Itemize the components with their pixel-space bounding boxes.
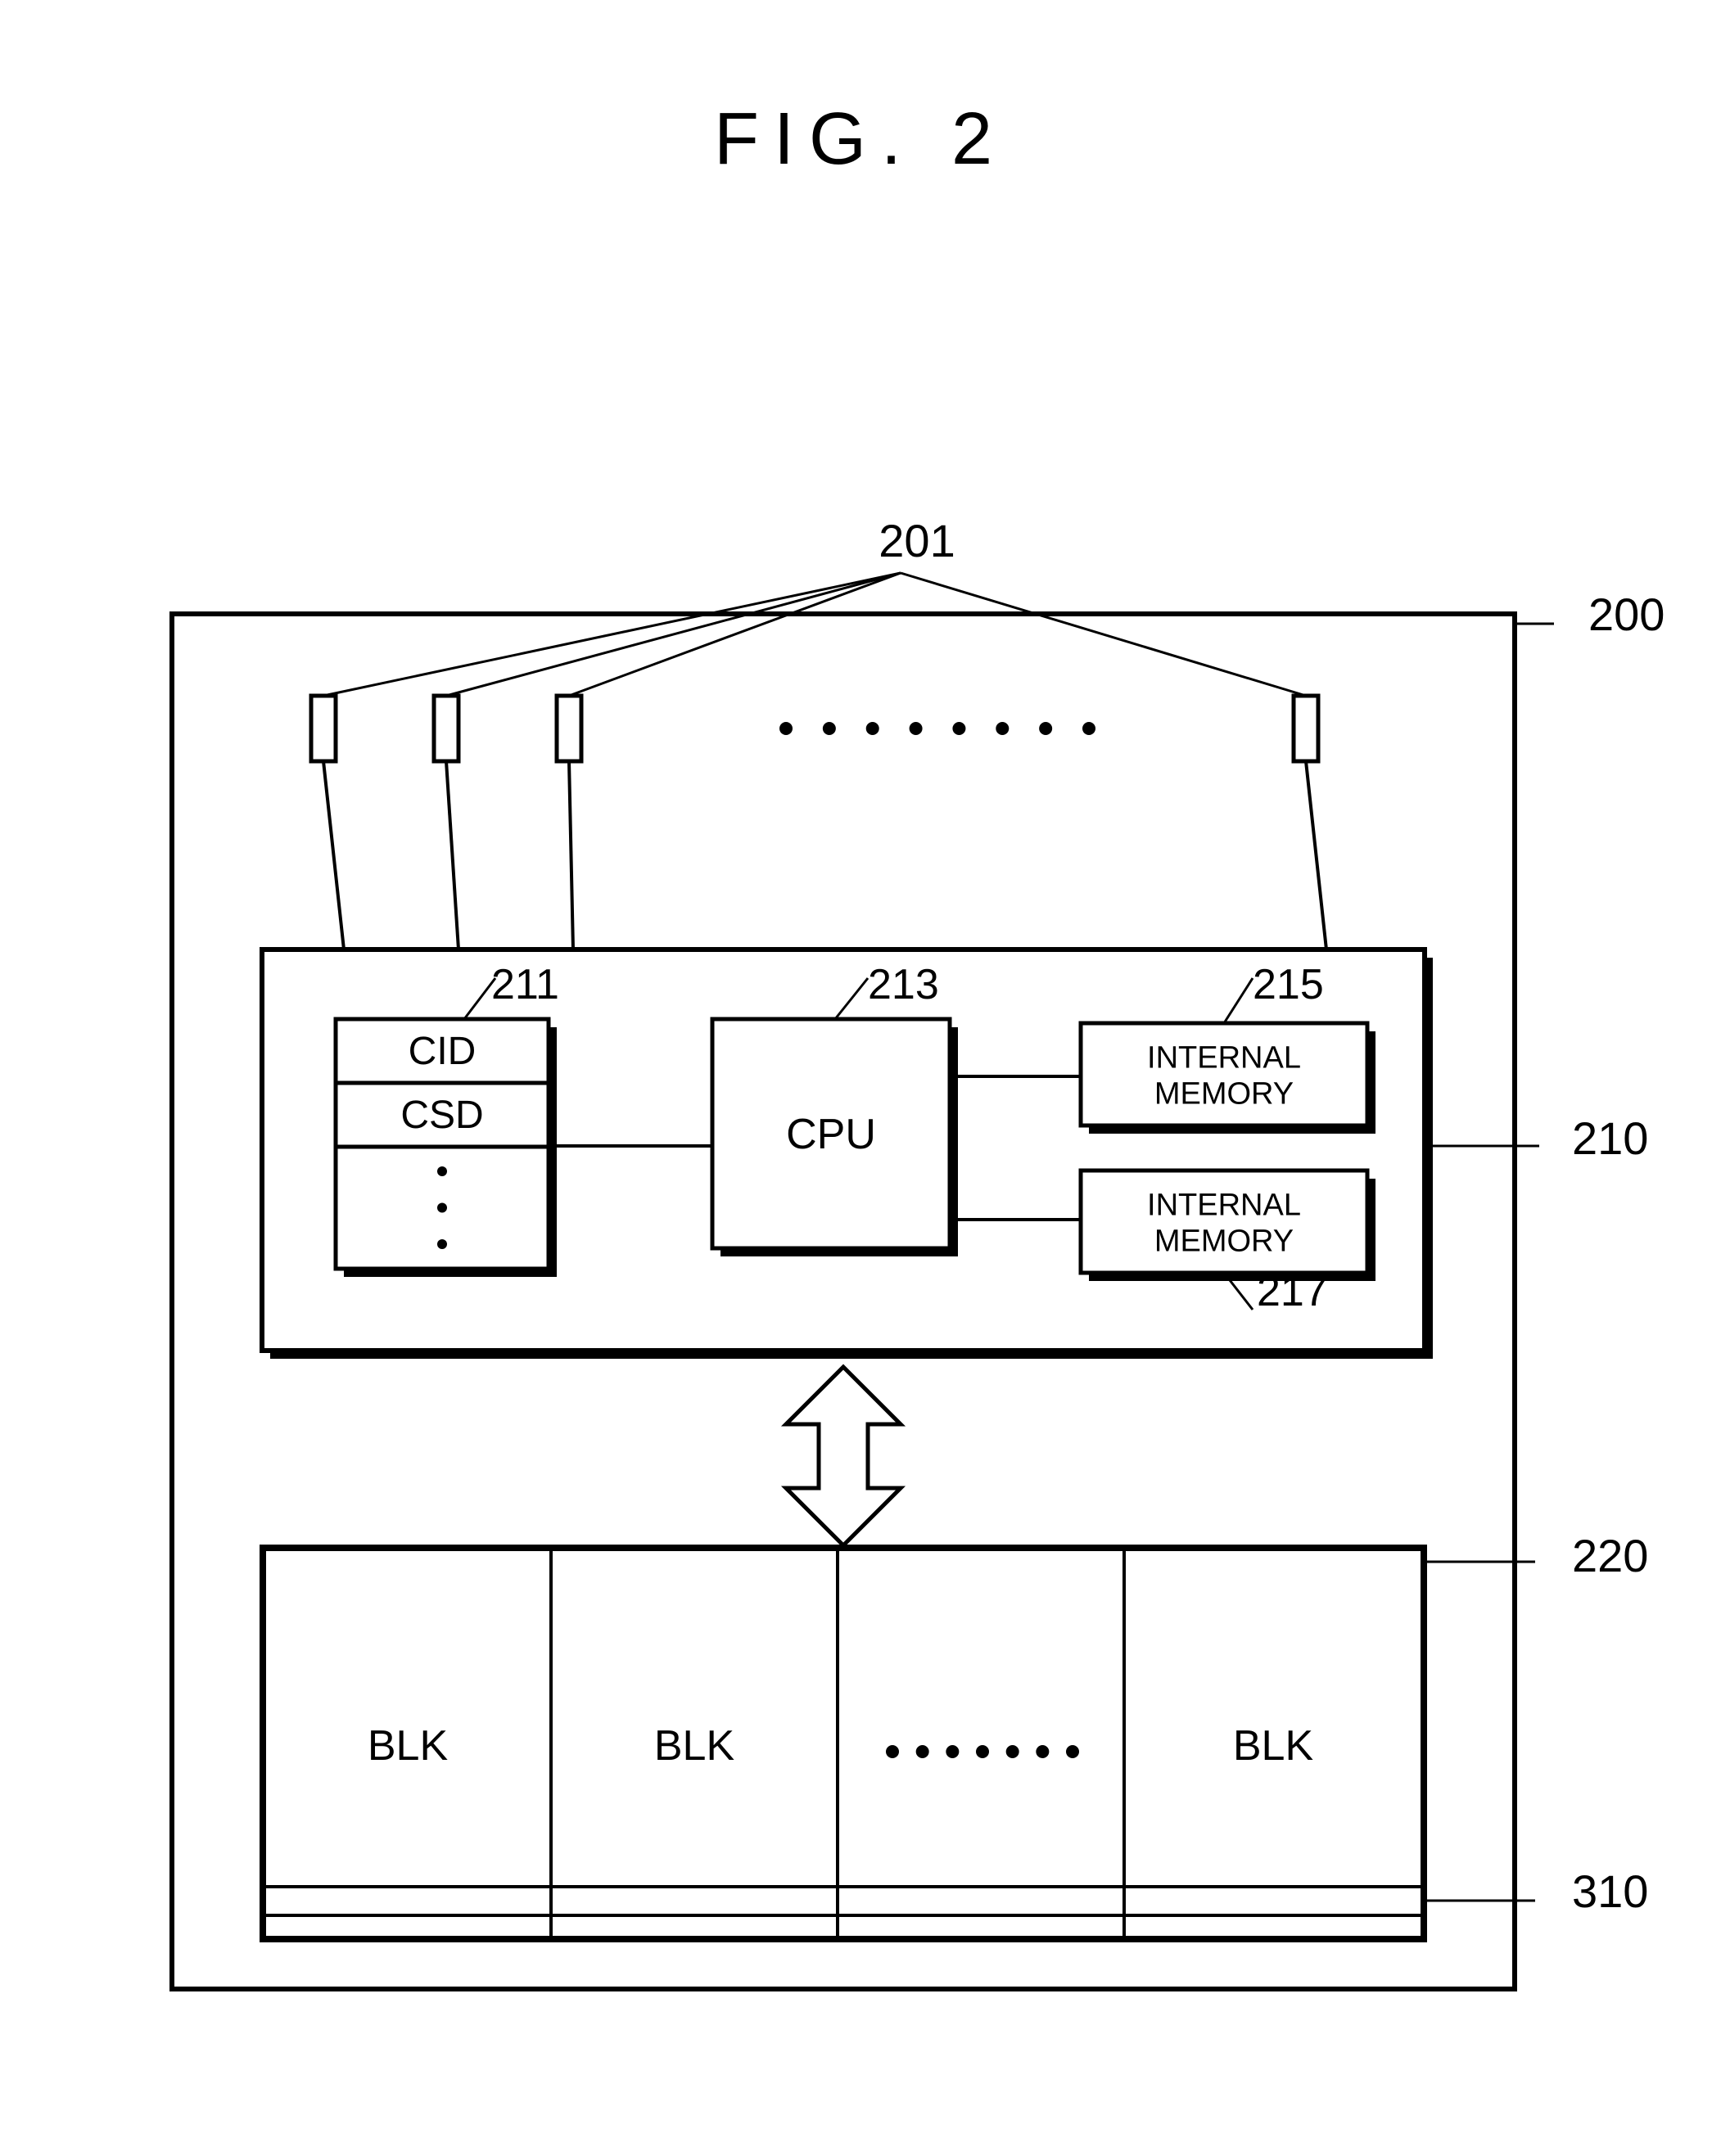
pin-1 [434, 696, 458, 761]
internal-memory-215-line1: INTERNAL [1147, 1041, 1301, 1076]
pin-2 [557, 696, 581, 761]
internal-memory-217-line2: MEMORY [1154, 1225, 1294, 1259]
label-215: 215 [1253, 961, 1324, 1008]
label-213: 213 [868, 961, 939, 1008]
label-200: 200 [1588, 589, 1665, 640]
label-211: 211 [491, 961, 559, 1008]
internal-memory-215-line2: MEMORY [1154, 1077, 1294, 1112]
label-220: 220 [1572, 1530, 1648, 1581]
label-210: 210 [1572, 1112, 1648, 1164]
blk-cell-3-label: BLK [1233, 1722, 1314, 1770]
label-310: 310 [1572, 1865, 1648, 1917]
label-217: 217 [1257, 1268, 1328, 1315]
cpu-213-label: CPU [786, 1111, 876, 1158]
blk-cell-0-label: BLK [368, 1722, 449, 1770]
label-201: 201 [879, 515, 955, 566]
pin-0 [311, 696, 336, 761]
registers-211-row-0-label: CID [409, 1030, 477, 1073]
pin-3 [1294, 696, 1318, 761]
blk-cell-1-label: BLK [654, 1722, 735, 1770]
registers-211-row-1-label: CSD [400, 1094, 483, 1137]
figure-title: FIG. 2 [714, 98, 1007, 180]
internal-memory-217-line1: INTERNAL [1147, 1189, 1301, 1223]
